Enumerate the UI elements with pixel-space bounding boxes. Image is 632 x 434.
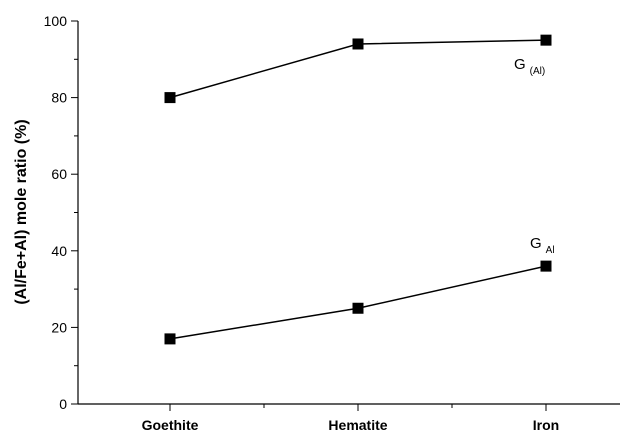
- y-tick-label: 20: [51, 319, 67, 335]
- axes: [77, 21, 620, 405]
- y-ticks: 0 20 40 60 80 100: [44, 13, 78, 412]
- data-point-marker: [352, 302, 364, 314]
- y-tick-label: 0: [59, 396, 67, 412]
- x-category-label: Hematite: [328, 417, 387, 433]
- series-2: G Al: [164, 235, 555, 345]
- series-group: G (Al) G Al: [164, 34, 555, 345]
- series-1: G (Al): [164, 34, 552, 104]
- series-label-main: G: [530, 235, 542, 252]
- y-tick-label: 60: [51, 166, 67, 182]
- x-category-label: Goethite: [142, 417, 199, 433]
- data-point-marker: [164, 333, 176, 345]
- series-label: G (Al): [514, 56, 545, 77]
- x-category-label: Iron: [533, 417, 559, 433]
- y-tick-label: 100: [44, 13, 68, 29]
- y-tick-label: 80: [51, 90, 67, 106]
- x-categories: Goethite Hematite Iron: [142, 404, 559, 433]
- series-line: [169, 265, 547, 340]
- series-label: G Al: [530, 235, 555, 256]
- data-point-marker: [540, 34, 552, 46]
- data-point-marker: [164, 92, 176, 104]
- y-axis-title: (Al/Fe+Al) mole ratio (%): [13, 119, 30, 304]
- series-label-main: G: [514, 56, 526, 73]
- data-point-marker: [540, 260, 552, 272]
- data-point-marker: [352, 38, 364, 50]
- y-tick-label: 40: [51, 243, 67, 259]
- series-label-subscript: Al: [546, 245, 555, 256]
- series-label-subscript: (Al): [530, 66, 546, 77]
